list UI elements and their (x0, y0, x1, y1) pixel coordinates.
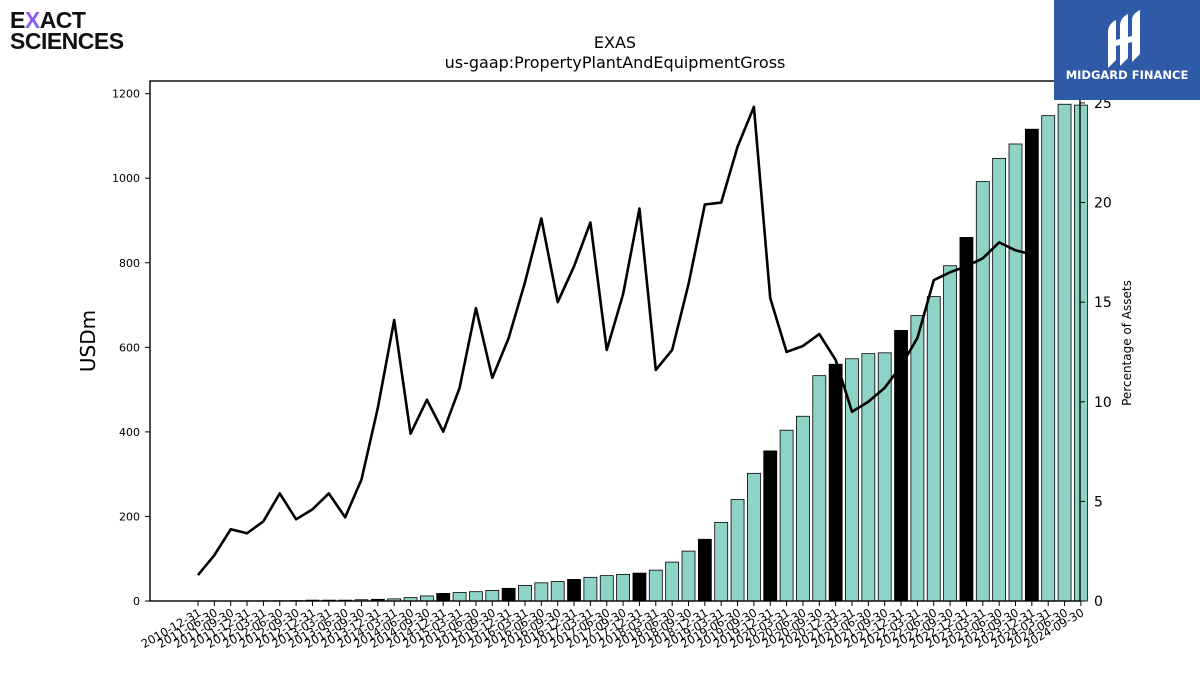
bar-2015-09-30 (485, 590, 500, 602)
bar-2019-06-30 (730, 499, 745, 602)
bar-2019-03-31 (714, 521, 729, 602)
bar-2022-09-30 (943, 265, 957, 602)
chart-title: EXAS (593, 33, 637, 52)
midgard-brand-label: MIDGARD FINANCE (1065, 68, 1189, 82)
bar-2024-03-31 (1041, 115, 1056, 602)
exact-sciences-logo: EXACT SCIENCES (10, 7, 140, 54)
bar-2017-06-30 (599, 575, 614, 602)
y-left-tick-label: 600 (119, 341, 140, 354)
bar-2022-06-30 (926, 296, 941, 602)
bar-2015-03-31 (452, 592, 467, 602)
y-left-tick-label: 200 (119, 510, 140, 523)
y-right-tick-label: 10 (1094, 395, 1112, 411)
chart-subtitle: us-gaap:PropertyPlantAndEquipmentGross (444, 53, 786, 72)
logo-act: ACT (39, 7, 86, 33)
bar-2017-09-30 (616, 573, 630, 602)
bar-2016-12-31 (567, 579, 581, 602)
bar-2019-09-30 (747, 472, 761, 602)
bar-2022-12-31 (959, 237, 974, 602)
y-right-axis-label: Percentage of Assets (1120, 280, 1134, 406)
bar-2014-09-30 (419, 595, 434, 602)
bar-2023-09-30 (1008, 143, 1023, 602)
bar-2016-09-30 (550, 581, 565, 602)
logo-e: E (10, 7, 25, 33)
bar-2019-12-31 (763, 450, 778, 602)
bar-2018-09-30 (681, 550, 696, 602)
plot-frame (149, 80, 1081, 602)
bar-2014-12-31 (436, 592, 451, 602)
bar-2024-09-30 (1074, 104, 1088, 602)
y-left-tick-label: 1000 (112, 172, 140, 185)
y-left-tick-label: 400 (119, 426, 140, 439)
bar-2018-06-30 (665, 561, 680, 602)
midgard-m-icon (1108, 10, 1140, 68)
logo-line-1: EXACT (10, 7, 140, 33)
percentage-line (196, 105, 1033, 576)
bar-2018-03-31 (648, 569, 663, 602)
y-left-tick-label: 1200 (112, 88, 140, 101)
bar-2015-12-31 (501, 587, 516, 602)
bar-2024-06-30 (1057, 103, 1072, 602)
y-left-axis-label: USDm (76, 310, 100, 372)
bar-2023-12-31 (1024, 128, 1039, 602)
bar-2018-12-31 (697, 538, 712, 602)
bar-2015-06-30 (469, 591, 483, 602)
y-right-tick-label: 5 (1094, 494, 1103, 510)
y-right-tick-label: 15 (1094, 295, 1112, 311)
bar-2020-03-31 (779, 429, 794, 602)
bar-2020-12-31 (828, 363, 843, 602)
bar-2020-09-30 (812, 375, 827, 602)
midgard-finance-logo: MIDGARD FINANCE (1054, 0, 1200, 100)
bar-2020-06-30 (796, 415, 810, 602)
y-left-tick-label: 800 (119, 257, 140, 270)
bar-2016-03-31 (518, 584, 532, 602)
bar-2022-03-31 (910, 315, 925, 602)
bar-2023-06-30 (992, 157, 1007, 602)
logo-x: X (24, 7, 40, 33)
bar-2016-06-30 (534, 582, 549, 602)
bar-2017-12-31 (632, 572, 647, 602)
y-right-tick-label: 20 (1094, 196, 1112, 212)
y-left-tick-label: 0 (133, 595, 140, 608)
y-right-tick-label: 0 (1094, 594, 1103, 610)
logo-line-2: SCIENCES (10, 28, 124, 54)
bar-2021-06-30 (861, 353, 876, 602)
bar-2017-03-31 (583, 576, 598, 602)
bar-2023-03-31 (975, 181, 990, 602)
